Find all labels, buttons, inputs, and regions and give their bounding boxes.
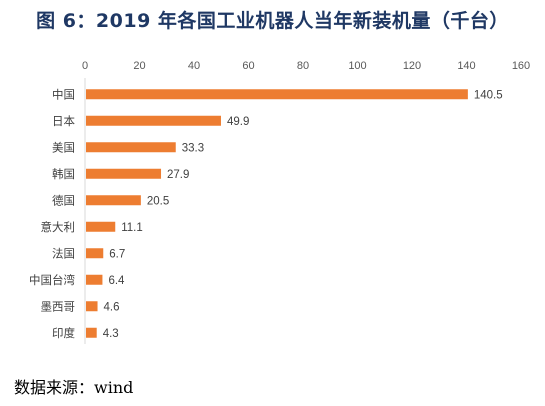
category-label: 印度 [52,326,75,340]
bar [86,301,98,312]
bar [86,248,104,259]
x-tick-label: 80 [297,60,309,72]
x-tick-label: 60 [242,60,254,72]
data-label: 6.4 [108,275,125,287]
bar [86,274,103,285]
category-label: 日本 [52,114,75,128]
x-tick-label: 160 [512,60,530,72]
bar [86,115,221,126]
data-label: 4.6 [104,301,120,313]
data-label: 49.9 [227,116,249,128]
data-label: 33.3 [182,142,204,154]
category-label: 法国 [52,246,75,260]
bar [86,327,97,338]
data-label: 20.5 [147,195,169,207]
bar [86,89,468,100]
x-tick-label: 40 [188,60,200,72]
data-label: 4.3 [103,328,119,340]
category-label: 中国 [52,87,75,101]
value-labels: 140.5 49.9 33.3 27.9 20.5 11.1 6.7 6.4 4.6 4.3 [103,89,503,340]
bar [86,142,176,153]
data-label: 140.5 [474,89,503,101]
bar [86,195,141,206]
x-tick-label: 120 [403,60,421,72]
chart-title: 图 6：2019 年各国工业机器人当年新装机量（千台） [36,10,509,32]
category-label: 韩国 [52,167,75,181]
x-tick-label: 140 [457,60,475,72]
x-axis-ticks: 0 20 40 60 80 100 120 140 160 [82,60,530,72]
category-label: 意大利 [41,220,76,234]
bar-chart: 0 20 40 60 80 100 120 140 160 中国日本美国韩国德国意大利法国中国台… [29,60,530,344]
data-label: 11.1 [121,222,143,234]
category-label: 美国 [52,140,75,154]
data-label: 6.7 [109,248,125,260]
category-label: 中国台湾 [29,273,75,287]
x-tick-label: 20 [133,60,145,72]
bar [86,221,116,232]
bar [86,168,162,179]
bars [86,89,468,338]
x-tick-label: 100 [348,60,366,72]
category-label: 墨西哥 [41,299,76,313]
data-source: 数据来源：wind [14,378,134,397]
x-tick-label: 0 [82,60,88,72]
category-label: 德国 [52,193,75,207]
data-label: 27.9 [167,169,189,181]
